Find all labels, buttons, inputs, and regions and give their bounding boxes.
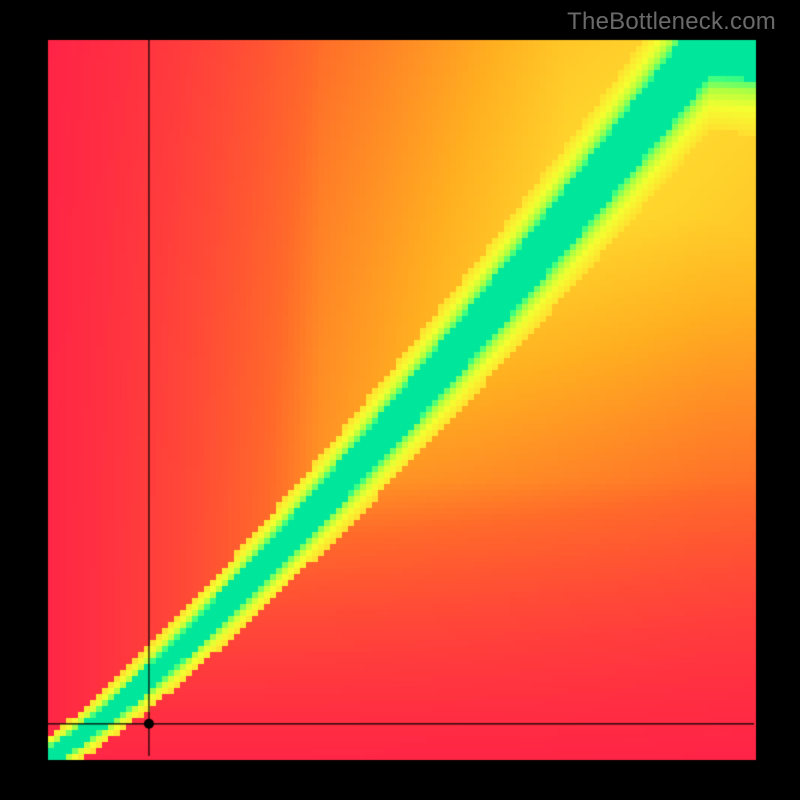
watermark-label: TheBottleneck.com: [567, 8, 776, 36]
bottleneck-heatmap: [0, 0, 800, 800]
chart-container: TheBottleneck.com: [0, 0, 800, 800]
